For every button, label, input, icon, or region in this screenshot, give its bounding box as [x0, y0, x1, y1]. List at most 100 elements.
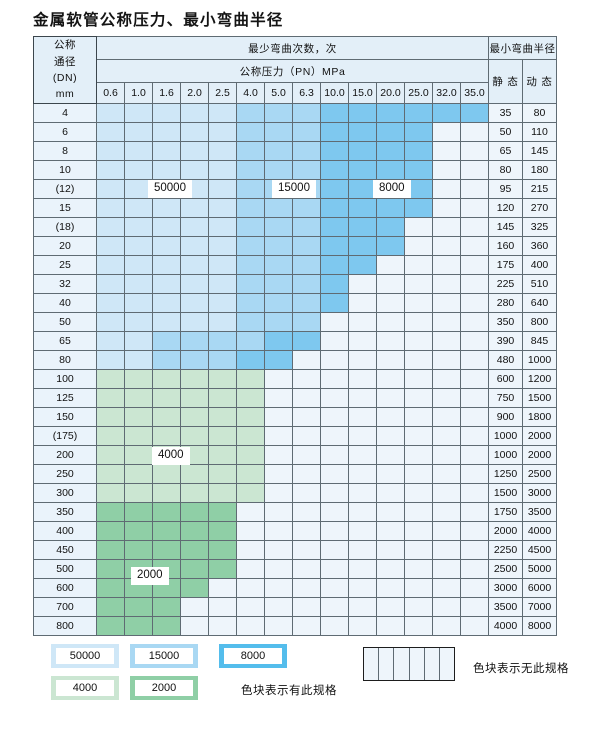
cell-bend-15.0: [348, 236, 377, 256]
cell-bend-4.0: [236, 407, 265, 427]
cell-bend-35.0: [460, 616, 489, 636]
cell-dn: 80: [33, 350, 97, 370]
cell-bend-10.0: [320, 388, 349, 408]
cell-bend-4.0: [236, 540, 265, 560]
cell-bend-15.0: [348, 103, 377, 123]
cell-bend-4.0: [236, 293, 265, 313]
cell-bend-10.0: [320, 103, 349, 123]
cell-bend-25.0: [404, 179, 433, 199]
cell-bend-2.0: [180, 502, 209, 522]
table-row: 20 160 360: [33, 236, 557, 256]
cell-bend-32.0: [432, 350, 461, 370]
cell-bend-1.6: [152, 540, 181, 560]
table-head: 公称 通径 (DN) mm 最少弯曲次数，次 最小弯曲半径 公称压力（PN）MP…: [33, 36, 557, 104]
cell-bend-5.0: [264, 331, 293, 351]
cell-bend-2.5: [208, 464, 237, 484]
cell-bend-25.0: [404, 483, 433, 503]
cell-bend-10.0: [320, 445, 349, 465]
cell-bend-25.0: [404, 274, 433, 294]
cell-bend-10.0: [320, 483, 349, 503]
cell-bend-0.6: [96, 521, 125, 541]
cell-bend-0.6: [96, 388, 125, 408]
header-radius-dynamic: 动 态: [522, 59, 557, 104]
cell-bend-2.5: [208, 559, 237, 579]
cell-radius-dynamic: 3000: [522, 483, 557, 503]
cell-bend-25.0: [404, 331, 433, 351]
cell-bend-4.0: [236, 521, 265, 541]
cell-bend-32.0: [432, 616, 461, 636]
cell-radius-static: 3500: [488, 597, 523, 617]
cell-radius-static: 35: [488, 103, 523, 123]
cell-radius-dynamic: 6000: [522, 578, 557, 598]
cell-bend-35.0: [460, 350, 489, 370]
table-row: 65 390 845: [33, 331, 557, 351]
legend-chip-8000: 8000: [219, 644, 287, 668]
cell-bend-25.0: [404, 616, 433, 636]
cell-bend-0.6: [96, 236, 125, 256]
cell-bend-35.0: [460, 293, 489, 313]
cell-radius-dynamic: 640: [522, 293, 557, 313]
cell-dn: 500: [33, 559, 97, 579]
cell-bend-15.0: [348, 198, 377, 218]
cell-dn: 32: [33, 274, 97, 294]
cell-dn: 450: [33, 540, 97, 560]
header-pressure-15.0: 15.0: [348, 82, 377, 104]
cell-bend-0.6: [96, 312, 125, 332]
legend-chip-2000: 2000: [130, 676, 198, 700]
cell-bend-2.5: [208, 331, 237, 351]
cell-bend-0.6: [96, 559, 125, 579]
cell-bend-5.0: [264, 540, 293, 560]
cell-bend-4.0: [236, 369, 265, 389]
cell-bend-2.5: [208, 350, 237, 370]
cell-bend-6.3: [292, 198, 321, 218]
table-body: 4 35 80 6 50 110 8 65 145 10 80 180 (12) 95 215 15 120 27…: [33, 103, 557, 636]
cell-dn: 600: [33, 578, 97, 598]
cell-bend-15.0: [348, 369, 377, 389]
cell-radius-static: 1000: [488, 426, 523, 446]
cell-bend-35.0: [460, 255, 489, 275]
cell-bend-4.0: [236, 616, 265, 636]
cell-bend-25.0: [404, 521, 433, 541]
cell-dn: 8: [33, 141, 97, 161]
grid-overlay-label-8000: 8000: [373, 180, 411, 198]
cell-bend-1.6: [152, 198, 181, 218]
grid-overlay-label-4000: 4000: [152, 447, 190, 465]
cell-bend-6.3: [292, 255, 321, 275]
cell-bend-15.0: [348, 122, 377, 142]
cell-radius-dynamic: 1500: [522, 388, 557, 408]
table-row: 700 3500 7000: [33, 597, 557, 617]
cell-bend-10.0: [320, 255, 349, 275]
cell-bend-20.0: [376, 616, 405, 636]
cell-dn: 250: [33, 464, 97, 484]
table-row: 250 1250 2500: [33, 464, 557, 484]
header-dn-line-2: 通径: [54, 55, 76, 68]
cell-bend-15.0: [348, 521, 377, 541]
cell-bend-32.0: [432, 122, 461, 142]
cell-bend-6.3: [292, 331, 321, 351]
cell-bend-2.5: [208, 103, 237, 123]
cell-bend-10.0: [320, 559, 349, 579]
swatch-column: [379, 648, 395, 680]
cell-bend-35.0: [460, 331, 489, 351]
header-pressure-35.0: 35.0: [460, 82, 489, 104]
cell-bend-6.3: [292, 236, 321, 256]
cell-bend-32.0: [432, 464, 461, 484]
cell-bend-6.3: [292, 483, 321, 503]
cell-bend-1.0: [124, 198, 153, 218]
cell-bend-2.5: [208, 274, 237, 294]
cell-dn: 40: [33, 293, 97, 313]
cell-bend-35.0: [460, 540, 489, 560]
cell-dn: (175): [33, 426, 97, 446]
cell-bend-15.0: [348, 578, 377, 598]
cell-bend-20.0: [376, 407, 405, 427]
cell-bend-15.0: [348, 407, 377, 427]
grid-overlay-label-15000: 15000: [272, 180, 316, 198]
cell-bend-1.6: [152, 255, 181, 275]
cell-bend-35.0: [460, 559, 489, 579]
cell-bend-35.0: [460, 483, 489, 503]
cell-bend-32.0: [432, 445, 461, 465]
cell-bend-20.0: [376, 445, 405, 465]
cell-radius-dynamic: 110: [522, 122, 557, 142]
cell-bend-0.6: [96, 141, 125, 161]
cell-radius-static: 145: [488, 217, 523, 237]
